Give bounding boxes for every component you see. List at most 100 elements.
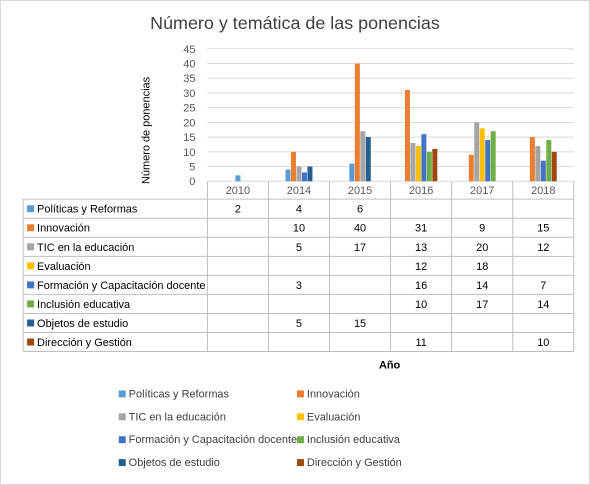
series-label: Evaluación: [37, 261, 91, 273]
table-cell-value: 13: [415, 242, 427, 254]
table-cell-value: 6: [357, 204, 363, 216]
table-cell-value: 18: [476, 261, 488, 273]
bar: [485, 140, 491, 182]
bar: [529, 137, 535, 182]
table-cell-value: 20: [476, 242, 488, 254]
series-swatch: [27, 281, 35, 289]
series-label: Innovación: [37, 223, 90, 235]
legend-label: Objetos de estudio: [129, 457, 220, 469]
x-tick-label: 2016: [409, 185, 433, 197]
bar: [296, 166, 302, 182]
bar: [349, 163, 355, 182]
table-cell-value: 15: [537, 223, 549, 235]
table-cell-value: 11: [415, 337, 426, 349]
series-label: Formación y Capacitación docente: [37, 280, 205, 292]
bar: [415, 145, 421, 182]
bar: [432, 148, 438, 182]
bar: [410, 142, 416, 182]
table-cell-value: 12: [537, 242, 549, 254]
table-cell-value: 9: [479, 223, 485, 235]
legend-label: Innovación: [307, 388, 360, 400]
table-cell-value: 15: [354, 318, 366, 330]
legend: Políticas y Reformas Innovación TIC en la …: [118, 388, 402, 469]
bar: [535, 145, 541, 182]
bar: [479, 128, 485, 182]
series-label: Dirección y Gestión: [37, 337, 132, 349]
legend-swatch: [296, 413, 304, 421]
legend-swatch: [118, 413, 126, 421]
series-swatch: [27, 262, 35, 270]
legend-label: Formación y Capacitación docente: [129, 434, 297, 446]
table-cell-value: 14: [476, 280, 488, 292]
table-cell-value: 10: [537, 337, 549, 349]
table-cell-value: 31: [415, 223, 427, 235]
x-tick-label: 2018: [531, 185, 555, 197]
bar: [235, 175, 241, 182]
y-tick-label: 40: [183, 59, 195, 71]
series-label: Inclusión educativa: [37, 299, 131, 311]
bar: [551, 151, 557, 182]
table-cell-value: 40: [354, 223, 366, 235]
table-cell-value: 12: [415, 261, 427, 273]
x-tick-label: 2010: [226, 185, 250, 197]
bar: [301, 172, 307, 182]
legend-swatch: [118, 436, 126, 444]
series-label: TIC en la educación: [37, 242, 134, 254]
x-tick-label: 2017: [470, 185, 494, 197]
table-cell-value: 10: [293, 223, 305, 235]
y-axis-ticks: 0 5 10 15 20 25 30 35 40 45: [183, 44, 195, 188]
bar: [468, 154, 474, 182]
series-swatch: [27, 300, 35, 308]
y-tick-label: 45: [183, 44, 195, 56]
table-cell-value: 7: [540, 280, 546, 292]
bar: [490, 131, 496, 182]
series-label: Objetos de estudio: [37, 318, 128, 330]
legend-swatch: [296, 436, 304, 444]
y-tick-label: 5: [189, 162, 195, 174]
table-cell-value: 5: [296, 242, 302, 254]
bar: [360, 131, 366, 182]
legend-swatch: [296, 459, 304, 467]
table-cell-value: 10: [415, 299, 427, 311]
x-tick-label: 2014: [287, 185, 311, 197]
bar: [307, 166, 313, 182]
table-cell-value: 16: [415, 280, 427, 292]
series-swatch: [27, 205, 35, 213]
bar: [474, 122, 480, 182]
table-cell-value: 4: [296, 204, 302, 216]
y-tick-label: 25: [183, 103, 195, 115]
chart-title: Número y temática de las ponencias: [150, 13, 440, 33]
bar: [291, 151, 296, 182]
y-tick-label: 15: [183, 132, 195, 144]
y-tick-label: 35: [183, 73, 195, 85]
table-cell-value: 3: [296, 280, 302, 292]
series-swatch: [27, 243, 35, 251]
legend-swatch: [118, 459, 126, 467]
x-axis-title: Año: [379, 359, 401, 371]
table-cell-value: 2: [235, 204, 241, 216]
bar: [421, 134, 427, 182]
bar: [354, 63, 360, 182]
y-axis-title: Número de ponencias: [141, 76, 153, 184]
legend-label: Dirección y Gestión: [307, 457, 402, 469]
x-tick-label: 2015: [348, 185, 372, 197]
bar: [426, 151, 432, 182]
legend-label: TIC en la educación: [129, 411, 226, 423]
y-tick-label: 0: [189, 176, 195, 188]
series-swatch: [27, 338, 35, 346]
bar: [540, 160, 546, 182]
series-label: Políticas y Reformas: [37, 204, 138, 216]
table-cell-value: 17: [354, 242, 366, 254]
series-swatch: [27, 319, 35, 327]
bar: [285, 169, 291, 182]
table-cell-value: 14: [537, 299, 549, 311]
legend-swatch: [296, 390, 304, 398]
bars: [235, 63, 557, 182]
bar: [546, 140, 552, 182]
y-tick-label: 20: [183, 117, 195, 129]
bar: [404, 90, 410, 182]
gridlines: [207, 48, 574, 182]
legend-label: Evaluación: [307, 411, 361, 423]
